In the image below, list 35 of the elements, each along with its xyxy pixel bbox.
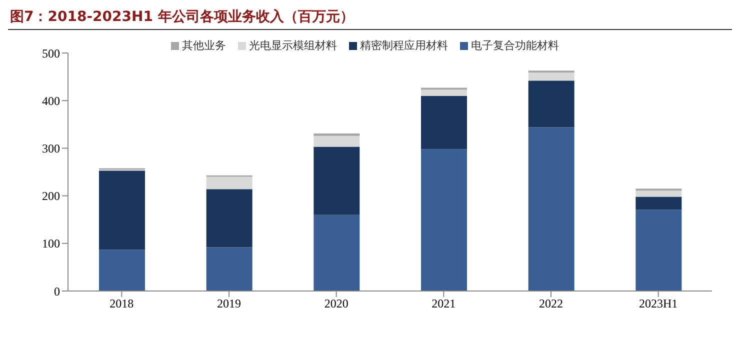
legend-label: 电子复合功能材料 [470,38,559,53]
bar [528,127,574,291]
y-tick-label: 200 [42,189,60,204]
bar [528,80,574,128]
bar [636,190,682,197]
bar [206,176,252,190]
legend-label: 光电显示模组材料 [248,38,337,53]
y-tick-label: 400 [42,94,60,108]
x-tick-label: 2019 [217,296,241,311]
y-tick-label: 100 [42,236,60,251]
bar [636,210,682,291]
bar [421,96,467,150]
bar [314,136,360,147]
bar [99,250,145,291]
bar [206,247,252,291]
chart-title: 图7：2018-2023H1 年公司各项业务收入（百万元） [8,8,732,30]
bar [314,133,360,136]
legend-label: 精密制程应用材料 [359,38,448,53]
y-tick-label: 500 [42,46,60,60]
bar [636,196,682,210]
x-tick-label: 2021 [432,296,456,311]
bar [314,214,360,291]
bar [314,146,360,215]
bar [421,90,467,96]
x-tick-label: 2018 [110,296,134,311]
bar [99,170,145,250]
y-tick-label: 0 [54,284,60,298]
bar [421,149,467,291]
bar [528,72,574,81]
legend-label: 其他业务 [181,38,226,53]
x-tick-label: 2020 [324,296,348,311]
y-tick-label: 300 [42,141,60,156]
x-tick-label: 2022 [539,296,563,311]
bar [206,189,252,248]
x-tick-label: 2023H1 [638,296,678,311]
